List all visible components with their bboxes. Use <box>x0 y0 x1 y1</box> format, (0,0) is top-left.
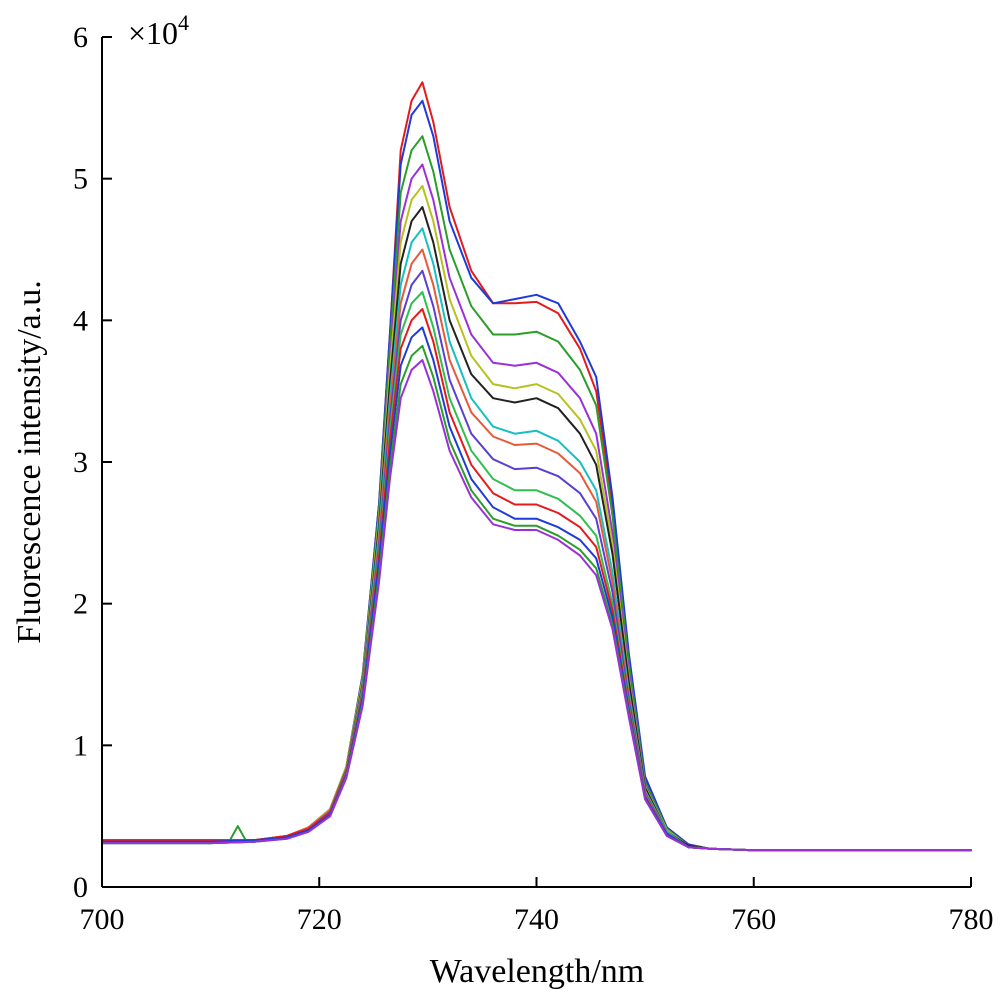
series-line-3 <box>101 135 972 852</box>
series-line-11 <box>101 308 972 852</box>
series-line-14 <box>101 359 972 852</box>
series-line-2 <box>101 99 972 852</box>
y-axis-title: Fluorescence intensity/a.u. <box>11 280 48 644</box>
x-axis-title: Wavelength/nm <box>430 953 644 990</box>
y-multiplier-label: ×104 <box>128 10 189 51</box>
series-line-1 <box>101 81 972 852</box>
series-line-6 <box>101 206 972 852</box>
axes-layer <box>101 37 971 888</box>
series-line-4 <box>101 163 972 852</box>
y-tick-label: 6 <box>73 21 88 54</box>
y-tick-label: 1 <box>73 729 88 762</box>
series-line-10 <box>101 291 972 852</box>
y-tick-label: 5 <box>73 163 88 196</box>
x-tick-label: 760 <box>731 903 776 936</box>
series-line-12 <box>101 326 972 852</box>
y-tick-label: 4 <box>73 304 88 337</box>
y-multiplier-exp: 4 <box>178 10 189 35</box>
ticks-layer: 700 720 740 760 780 0 1 2 3 4 5 6 <box>73 21 994 936</box>
y-tick-label: 2 <box>73 588 88 621</box>
series-line-7 <box>101 227 972 852</box>
x-tick-label: 700 <box>80 903 125 936</box>
x-tick-label: 780 <box>949 903 994 936</box>
series-line-8 <box>101 248 972 852</box>
y-tick-label: 3 <box>73 446 88 479</box>
y-tick-label: 0 <box>73 871 88 904</box>
series-line-9 <box>101 269 972 852</box>
series-layer <box>101 81 972 852</box>
series-line-13 <box>101 344 972 852</box>
x-tick-label: 740 <box>514 903 559 936</box>
y-multiplier-base: ×10 <box>128 15 178 51</box>
x-tick-label: 720 <box>297 903 342 936</box>
